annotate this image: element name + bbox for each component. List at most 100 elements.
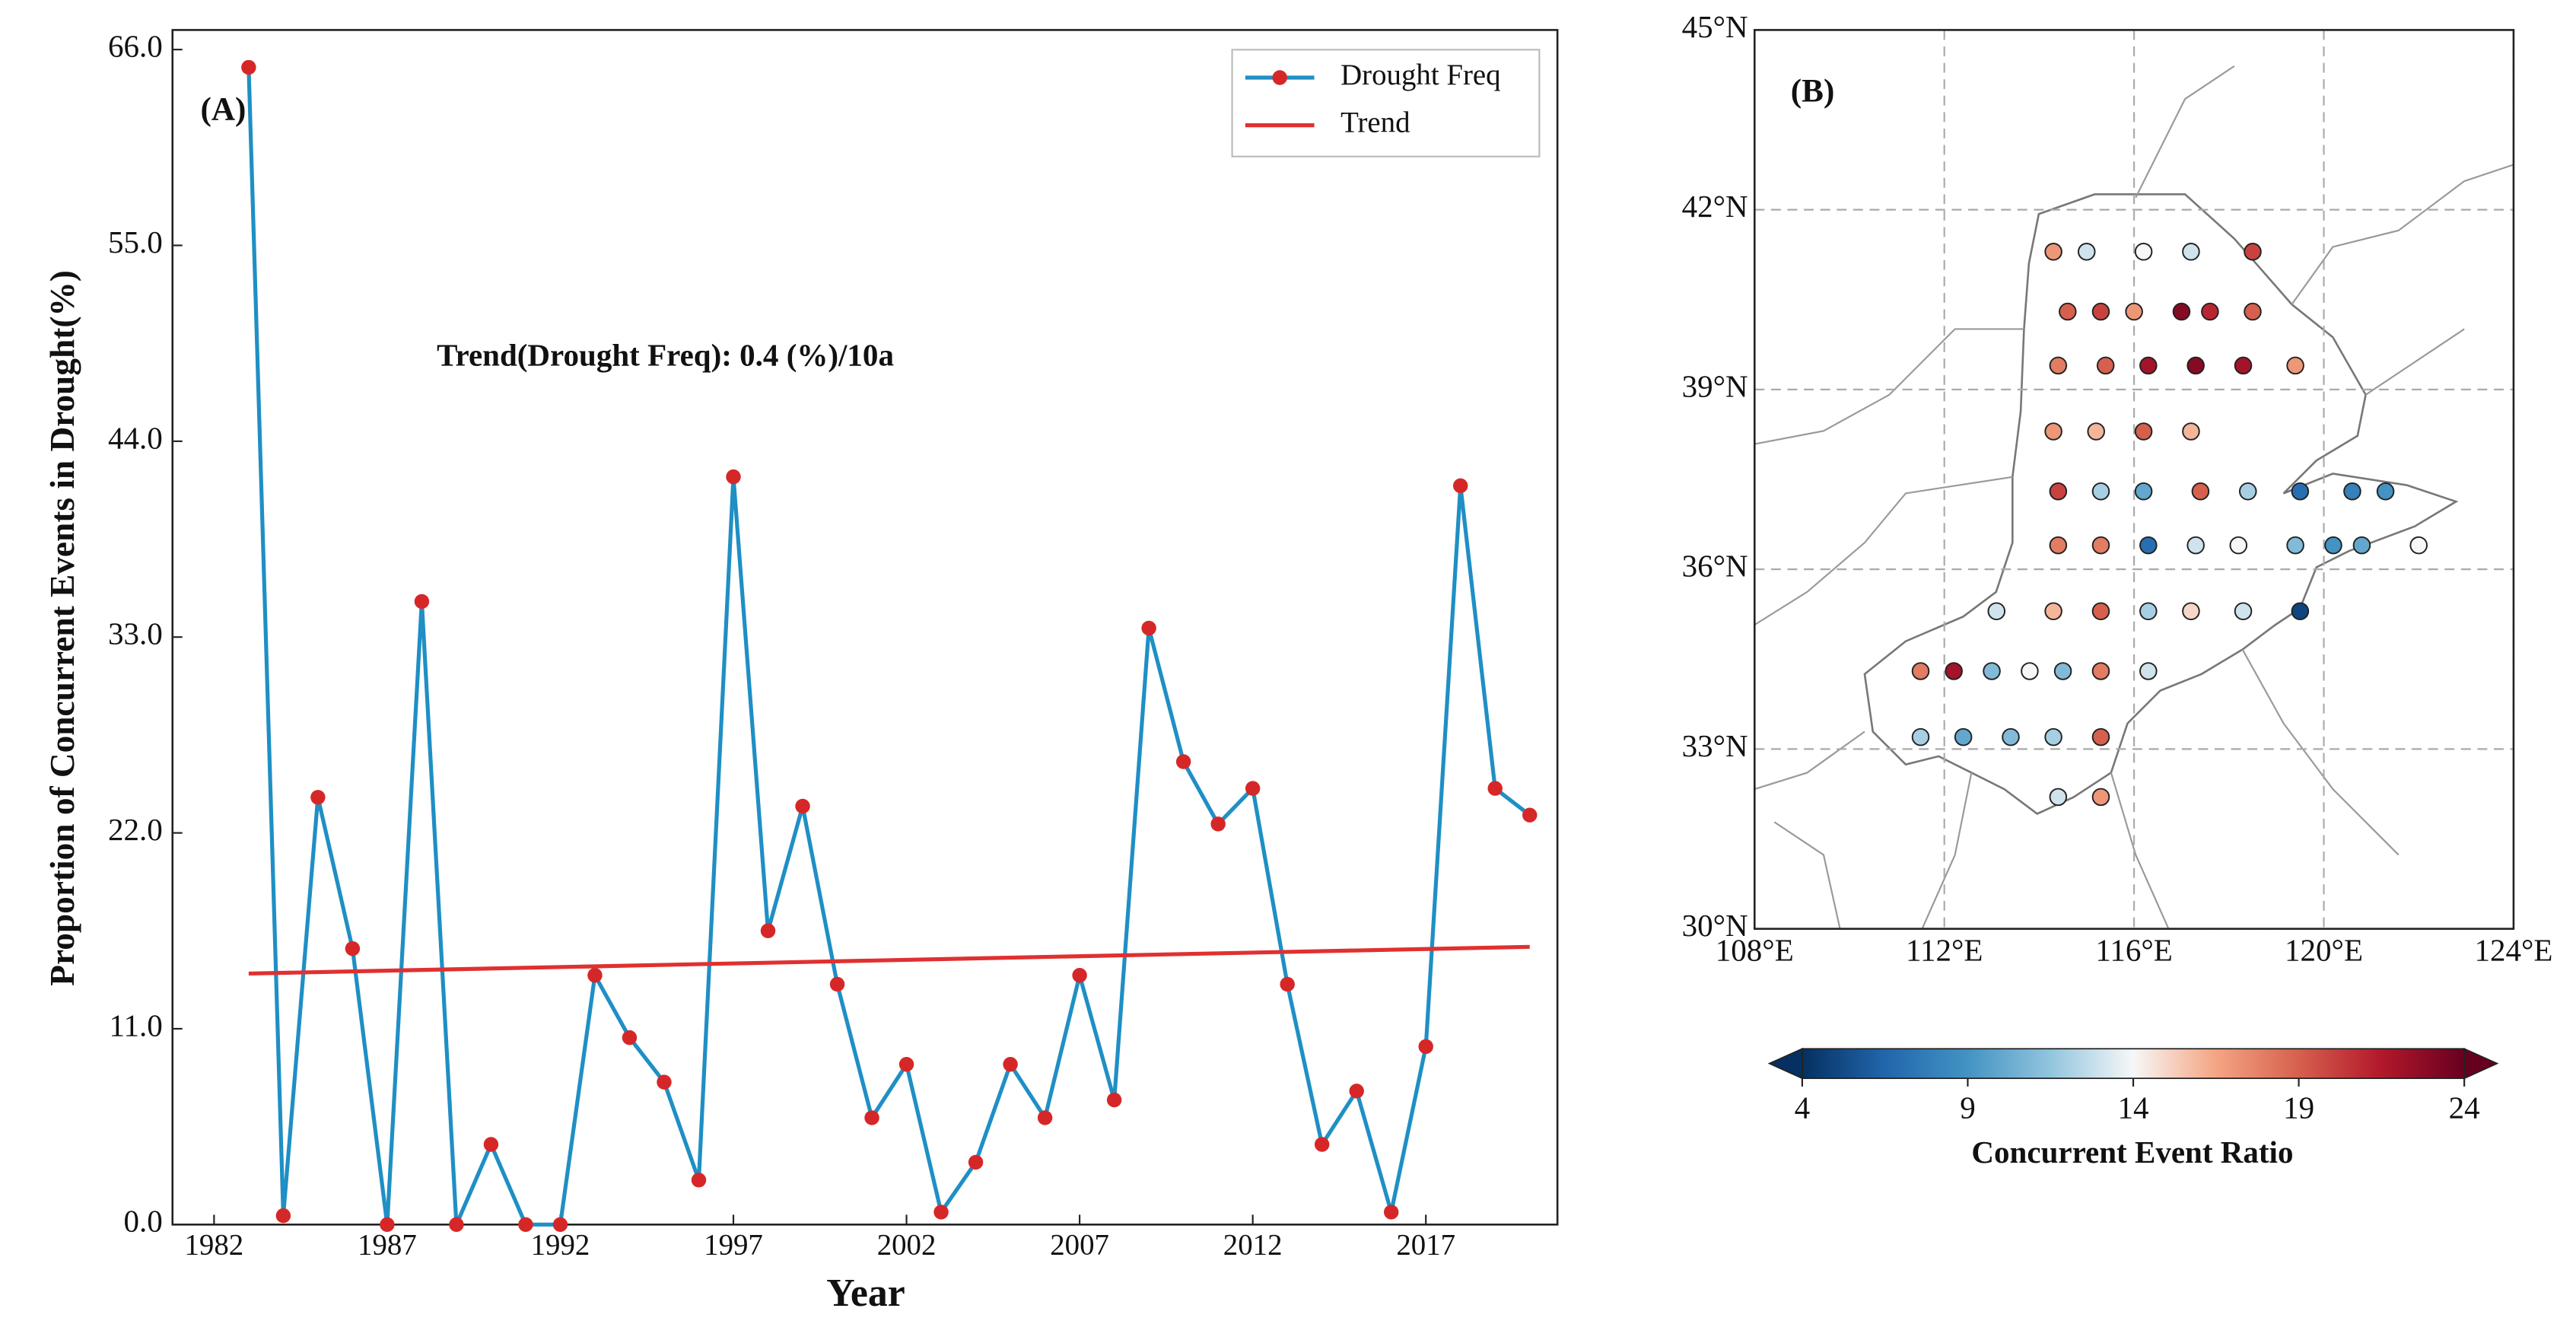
station-point bbox=[1983, 662, 2001, 680]
data-point bbox=[1314, 1137, 1330, 1152]
station-point bbox=[2244, 302, 2262, 321]
data-point bbox=[1418, 1039, 1433, 1055]
station-point bbox=[2244, 242, 2262, 261]
station-point bbox=[2186, 536, 2205, 555]
station-point bbox=[2091, 727, 2110, 746]
station-point bbox=[2044, 422, 2062, 441]
data-point bbox=[380, 1217, 395, 1233]
data-point bbox=[483, 1137, 499, 1152]
data-point bbox=[345, 941, 361, 956]
station-point bbox=[2091, 662, 2110, 680]
panel-b: (B) Concurrent Event Ratio 108°E 112°E 116… bbox=[1682, 9, 2553, 1170]
colorbar-tick-label: 19 bbox=[2283, 1090, 2314, 1125]
panel-a: (A) Trend(Drought Freq): 0.4 (%)/10a Yea… bbox=[43, 29, 1559, 1315]
data-point bbox=[795, 798, 810, 814]
map-frame bbox=[1753, 29, 2515, 930]
data-point bbox=[1487, 781, 1503, 796]
data-point bbox=[1072, 968, 1087, 983]
y-tick-label: 22.0 bbox=[108, 812, 163, 847]
x-axis-label: Year bbox=[826, 1272, 905, 1315]
data-point bbox=[275, 1208, 291, 1224]
series-line bbox=[248, 944, 1530, 976]
station-point bbox=[2077, 242, 2096, 261]
colorbar-extend-low bbox=[1767, 1047, 1803, 1080]
colorbar-tick-label: 24 bbox=[2449, 1090, 2480, 1125]
station-point bbox=[2286, 356, 2304, 375]
station-point bbox=[2172, 302, 2191, 321]
station-point bbox=[2087, 422, 2105, 441]
panel-label: (B) bbox=[1791, 74, 1835, 110]
station-point bbox=[2049, 482, 2068, 501]
x-tick-label: 1992 bbox=[531, 1228, 590, 1261]
y-tick-label: 33.0 bbox=[108, 616, 163, 651]
station-point bbox=[2234, 356, 2253, 375]
data-point bbox=[1522, 807, 1538, 823]
legend-box bbox=[1231, 49, 1541, 158]
data-point bbox=[1003, 1057, 1018, 1072]
station-point bbox=[2091, 482, 2110, 501]
station-point bbox=[2044, 602, 2062, 621]
data-point bbox=[1210, 816, 1226, 832]
colorbar-label: Concurrent Event Ratio bbox=[1971, 1135, 2293, 1170]
station-point bbox=[2191, 482, 2210, 501]
data-point bbox=[1245, 781, 1261, 796]
station-point bbox=[2091, 602, 2110, 621]
data-point bbox=[587, 968, 603, 983]
y-tick-label: 30°N bbox=[1682, 908, 1748, 943]
x-tick-label: 116°E bbox=[2095, 932, 2172, 967]
data-point bbox=[1037, 1110, 1053, 1125]
data-point bbox=[760, 923, 776, 938]
data-point bbox=[1383, 1205, 1399, 1220]
station-point bbox=[2182, 602, 2200, 621]
annotation: Trend(Drought Freq): 0.4 (%)/10a bbox=[437, 338, 894, 373]
y-tick-label: 36°N bbox=[1682, 549, 1748, 584]
region-outline bbox=[1863, 193, 2459, 815]
station-point bbox=[2238, 482, 2257, 501]
x-tick-label: 2002 bbox=[877, 1228, 937, 1261]
station-point bbox=[2352, 536, 2371, 555]
colorbar-tick-label: 9 bbox=[1960, 1090, 1976, 1125]
x-tick-label: 1982 bbox=[184, 1228, 243, 1261]
data-point bbox=[1349, 1084, 1364, 1099]
station-point bbox=[2134, 422, 2153, 441]
station-point bbox=[2125, 302, 2143, 321]
data-point bbox=[241, 59, 256, 75]
data-point bbox=[622, 1030, 638, 1046]
province-borders bbox=[1754, 65, 2514, 930]
station-point bbox=[2139, 602, 2158, 621]
station-point bbox=[2021, 662, 2039, 680]
station-point bbox=[2286, 536, 2304, 555]
colorbar-tick-label: 4 bbox=[1795, 1090, 1811, 1125]
y-tick-label: 42°N bbox=[1682, 189, 1748, 224]
station-point bbox=[2091, 302, 2110, 321]
station-point bbox=[2229, 536, 2248, 555]
data-point bbox=[1106, 1092, 1122, 1108]
station-point bbox=[2324, 536, 2342, 555]
station-point bbox=[1911, 727, 1930, 746]
station-point bbox=[1987, 602, 2006, 621]
y-tick-label: 33°N bbox=[1682, 728, 1748, 763]
x-tick-label: 1997 bbox=[704, 1228, 763, 1261]
station-point bbox=[2182, 242, 2200, 261]
data-point bbox=[552, 1217, 568, 1233]
colorbar-tick-label: 14 bbox=[2118, 1090, 2149, 1125]
data-point bbox=[657, 1074, 672, 1090]
data-point bbox=[1141, 620, 1156, 636]
station-point bbox=[2376, 482, 2395, 501]
plot-frame bbox=[171, 29, 1559, 1226]
station-point bbox=[2091, 536, 2110, 555]
data-point bbox=[898, 1057, 914, 1072]
x-tick-label: 1987 bbox=[358, 1228, 417, 1261]
station-point bbox=[2059, 302, 2077, 321]
y-tick-label: 66.0 bbox=[108, 29, 163, 64]
station-point bbox=[2134, 242, 2153, 261]
series-line bbox=[246, 67, 1531, 1227]
station-point bbox=[2049, 536, 2068, 555]
station-point bbox=[2139, 662, 2158, 680]
station-point bbox=[2186, 356, 2205, 375]
station-point bbox=[2343, 482, 2361, 501]
data-point bbox=[414, 594, 430, 610]
station-point bbox=[2234, 602, 2253, 621]
